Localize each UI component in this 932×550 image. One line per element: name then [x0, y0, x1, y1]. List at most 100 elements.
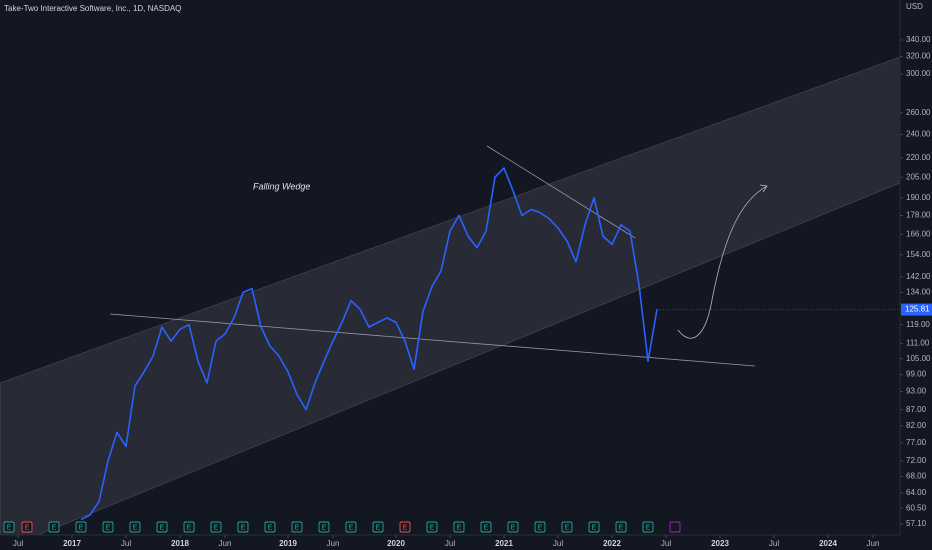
y-tick-label: 220.00	[906, 153, 931, 162]
event-label: E	[430, 524, 435, 531]
x-tick-label: 2022	[603, 539, 621, 548]
event-label: E	[25, 524, 30, 531]
y-tick-label: 119.00	[906, 320, 930, 329]
y-axis-label: USD	[906, 2, 923, 11]
y-tick-label: 111.00	[906, 339, 930, 348]
x-tick-label: 2021	[495, 539, 513, 548]
price-line	[80, 167, 658, 521]
event-marker	[237, 521, 249, 533]
x-tick-label: Jun	[327, 539, 340, 548]
arrow-head	[759, 184, 768, 193]
y-tick-label: 60.50	[906, 503, 927, 512]
x-tick-label: Jul	[445, 539, 455, 548]
x-tick-label: Jul	[553, 539, 563, 548]
x-tick-label: 2023	[711, 539, 729, 548]
event-label: E	[7, 524, 12, 531]
event-marker	[48, 521, 60, 533]
event-label: E	[484, 524, 489, 531]
projection-arrow	[677, 185, 768, 339]
y-tick-label: 72.00	[906, 456, 927, 465]
y-tick-label: 190.00	[906, 193, 931, 202]
y-tick-label: 320.00	[906, 52, 931, 61]
x-tick-label: Jul	[661, 539, 671, 548]
event-marker	[561, 521, 573, 533]
event-marker	[102, 521, 114, 533]
event-marker	[615, 521, 627, 533]
event-marker	[75, 521, 87, 533]
event-marker	[183, 521, 195, 533]
y-tick-label: 93.00	[906, 387, 927, 396]
event-label: E	[376, 524, 381, 531]
chart-title: Take-Two Interactive Software, Inc., 1D,…	[4, 4, 181, 13]
y-tick-label: 99.00	[906, 370, 927, 379]
event-label: E	[538, 524, 543, 531]
event-label: E	[241, 524, 246, 531]
event-marker	[480, 521, 492, 533]
y-tick-label: 82.00	[906, 421, 927, 430]
x-tick-label: 2019	[279, 539, 297, 548]
event-label: E	[133, 524, 138, 531]
x-tick-label: 2020	[387, 539, 405, 548]
y-tick-label: 166.00	[906, 230, 931, 239]
y-tick-label: 154.00	[906, 250, 931, 259]
event-label: E	[52, 524, 57, 531]
event-label: E	[349, 524, 354, 531]
x-tick-label: 2018	[171, 539, 189, 548]
x-tick-label: Jul	[769, 539, 779, 548]
event-marker	[318, 521, 330, 533]
event-marker	[669, 521, 681, 533]
y-tick-label: 134.00	[906, 288, 931, 297]
y-tick-label: 57.10	[906, 519, 927, 528]
event-label: E	[619, 524, 624, 531]
resistance-trendline	[486, 145, 636, 239]
event-marker	[372, 521, 384, 533]
event-label: E	[106, 524, 111, 531]
event-label: E	[160, 524, 165, 531]
annotation: Falling Wedge	[253, 181, 310, 191]
y-tick-label: 260.00	[906, 108, 931, 117]
event-label: E	[214, 524, 219, 531]
last-price-box	[901, 303, 932, 316]
y-tick-label: 77.00	[906, 438, 927, 447]
event-marker	[21, 521, 33, 533]
y-tick-label: 240.00	[906, 130, 931, 139]
x-tick-label: Jul	[13, 539, 23, 548]
event-marker	[507, 521, 519, 533]
event-label: E	[295, 524, 300, 531]
y-tick-label: 300.00	[906, 69, 931, 78]
event-label: E	[187, 524, 192, 531]
event-label: E	[322, 524, 327, 531]
x-tick-label: 2024	[819, 539, 837, 548]
event-label: E	[565, 524, 570, 531]
y-tick-label: 87.00	[906, 405, 927, 414]
channel-band	[0, 56, 901, 536]
event-marker	[264, 521, 276, 533]
event-marker	[534, 521, 546, 533]
y-tick-label: 64.00	[906, 488, 927, 497]
event-marker	[642, 521, 654, 533]
y-tick-label: 205.00	[906, 172, 931, 181]
event-marker	[453, 521, 465, 533]
event-marker	[588, 521, 600, 533]
event-label: E	[403, 524, 408, 531]
y-tick-label: 105.00	[906, 354, 931, 363]
event-marker	[156, 521, 168, 533]
event-marker	[210, 521, 222, 533]
x-tick-label: Jul	[121, 539, 131, 548]
event-label: E	[592, 524, 597, 531]
event-marker	[129, 521, 141, 533]
event-marker	[426, 521, 438, 533]
x-tick-label: Jun	[219, 539, 232, 548]
event-label: E	[457, 524, 462, 531]
y-tick-label: 340.00	[906, 35, 931, 44]
last-price-label: 125.81	[905, 305, 930, 314]
event-label: E	[511, 524, 516, 531]
event-marker	[345, 521, 357, 533]
event-label: E	[268, 524, 273, 531]
x-tick-label: 2017	[63, 539, 81, 548]
y-tick-label: 142.00	[906, 272, 931, 281]
event-label: E	[646, 524, 651, 531]
